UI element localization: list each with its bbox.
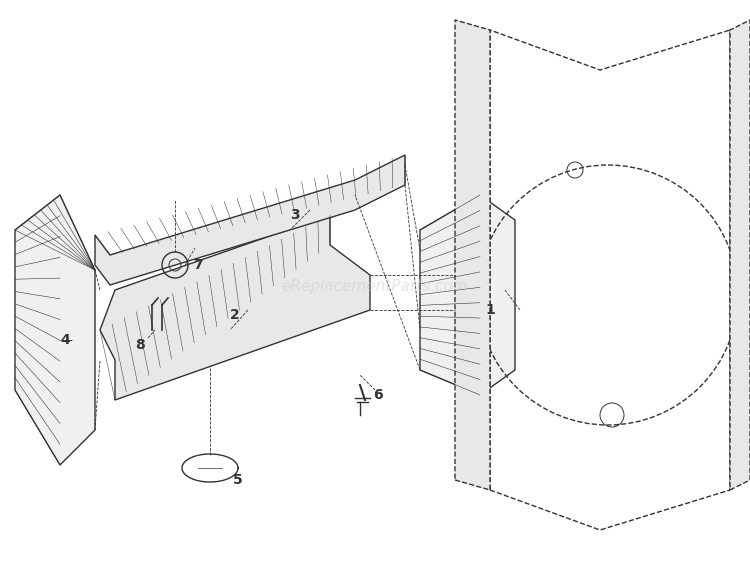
Polygon shape (15, 195, 95, 465)
Polygon shape (420, 195, 515, 395)
Text: 2: 2 (230, 308, 240, 322)
Polygon shape (100, 215, 370, 400)
Text: eReplacementParts.com: eReplacementParts.com (282, 279, 468, 293)
Polygon shape (200, 464, 220, 478)
Polygon shape (455, 20, 490, 490)
Polygon shape (95, 155, 405, 285)
Text: 1: 1 (485, 303, 495, 317)
Text: 5: 5 (233, 473, 243, 487)
Text: 8: 8 (135, 338, 145, 352)
Text: 6: 6 (374, 388, 382, 402)
Text: 7: 7 (194, 258, 202, 272)
Text: 4: 4 (60, 333, 70, 347)
Polygon shape (730, 20, 750, 490)
Text: 3: 3 (290, 208, 300, 222)
